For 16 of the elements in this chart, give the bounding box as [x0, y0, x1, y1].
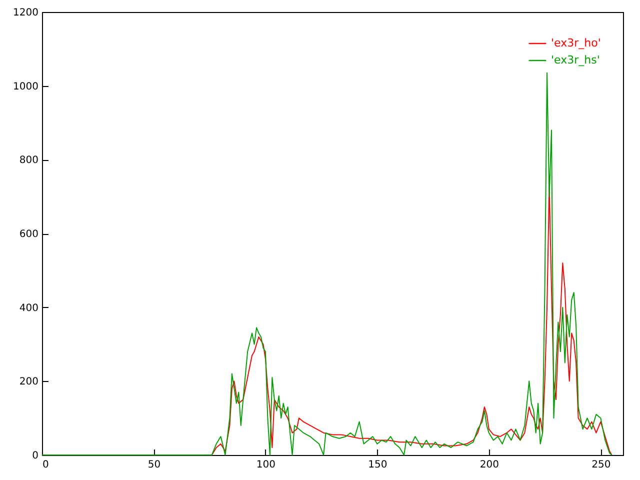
x-tick-label: 150: [368, 460, 388, 470]
y-tick-label: 200: [19, 376, 38, 388]
x-tick-label: 50: [148, 460, 161, 470]
y-tick-label: 800: [19, 155, 38, 166]
legend-label: 'ex3r_hs': [551, 54, 600, 66]
x-tick-label: 200: [480, 460, 499, 470]
y-tick-label: 0: [32, 450, 38, 462]
x-tick-label: 250: [592, 460, 611, 470]
y-tick-label: 600: [19, 229, 38, 240]
y-tick-label: 400: [19, 302, 38, 314]
y-tick-label: 1000: [13, 81, 38, 92]
line-series: [42, 72, 612, 456]
x-tick-label: 100: [256, 460, 276, 470]
y-tick-label: 1200: [13, 8, 38, 18]
x-tick-label: 0: [42, 460, 49, 470]
legend-label: 'ex3r_ho': [551, 36, 601, 50]
